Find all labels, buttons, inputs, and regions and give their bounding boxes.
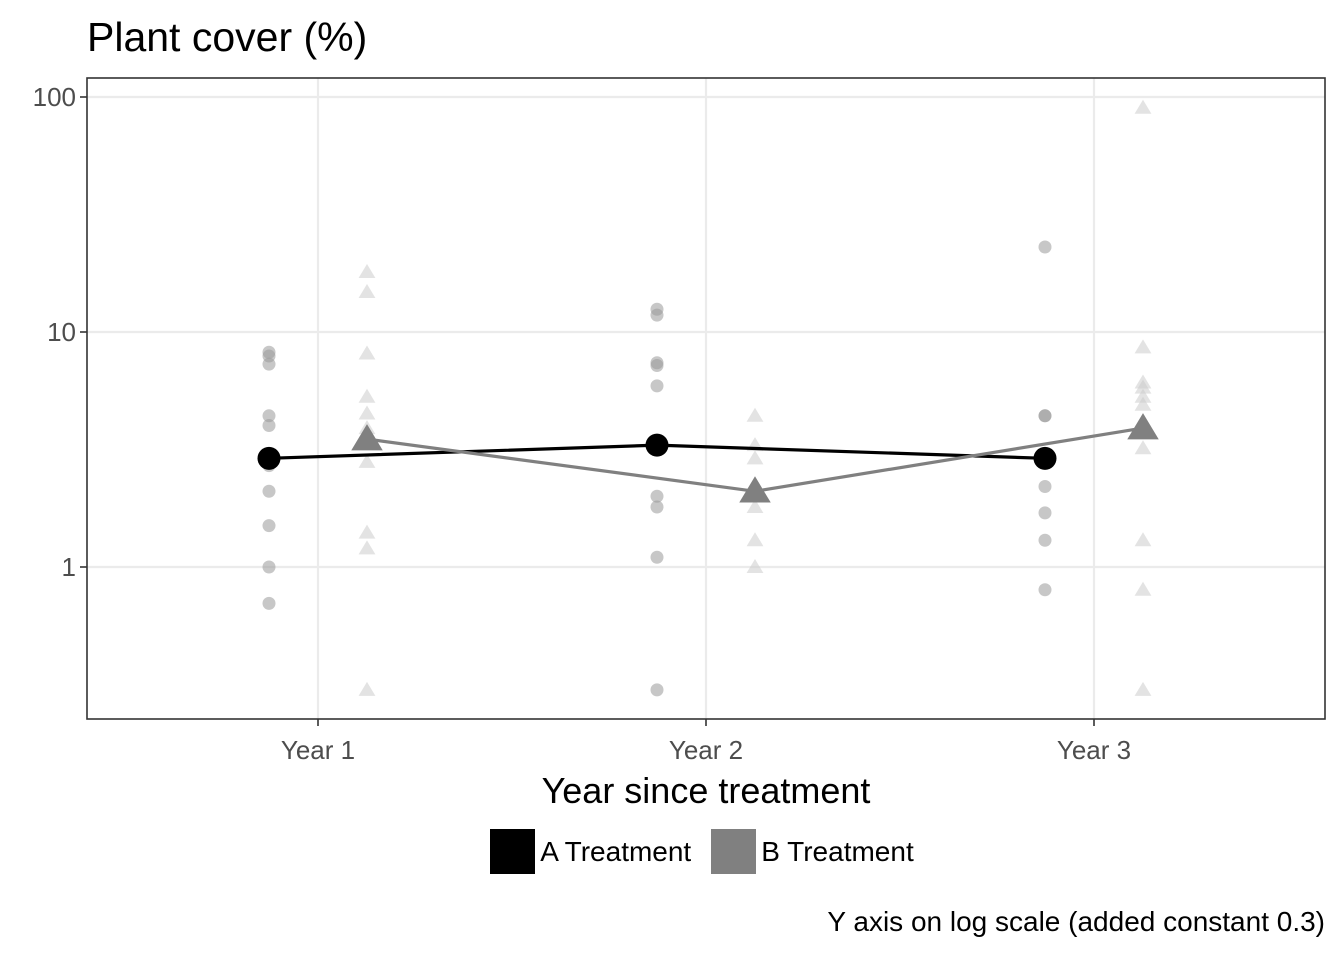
raw-point-a [262, 409, 276, 423]
raw-point-b [1134, 532, 1152, 547]
raw-point-b [1134, 379, 1152, 394]
raw-point-b [358, 524, 376, 539]
raw-point-a [1038, 240, 1052, 254]
legend-item-a: A Treatment [490, 829, 691, 874]
raw-point-a [262, 419, 276, 433]
mean-point-a [645, 433, 669, 457]
raw-point-a [1038, 480, 1052, 494]
raw-point-a [1038, 583, 1052, 597]
mean-point-b [1127, 413, 1159, 440]
raw-point-b [1134, 581, 1152, 596]
raw-point-b [358, 453, 376, 468]
raw-point-b [358, 345, 376, 360]
raw-point-b [746, 532, 764, 547]
x-axis-title: Year since treatment [541, 770, 871, 811]
raw-point-b [358, 540, 376, 555]
raw-point-b [746, 407, 764, 422]
raw-point-b [1134, 99, 1152, 114]
y-tick-label: 10 [47, 317, 76, 347]
caption: Y axis on log scale (added constant 0.3) [827, 906, 1325, 937]
raw-point-b [358, 681, 376, 696]
mean-markers [257, 413, 1159, 503]
raw-point-b [1134, 396, 1152, 411]
raw-point-a [650, 489, 664, 503]
raw-point-b [746, 559, 764, 573]
raw-point-b [1134, 440, 1152, 455]
raw-point-a [1038, 506, 1052, 520]
raw-point-b [358, 264, 376, 279]
raw-point-b [358, 283, 376, 298]
grid-lines [87, 78, 1325, 719]
mean-point-a [257, 446, 281, 470]
raw-point-a [650, 683, 664, 697]
x-tick-label: Year 3 [1057, 735, 1131, 765]
raw-point-a [262, 357, 276, 371]
raw-point-b [1134, 339, 1152, 354]
axes: 100 10 1 Year 1 Year 2 Year 3 [33, 82, 1132, 765]
raw-point-b [358, 388, 376, 403]
x-tick-label: Year 1 [281, 735, 355, 765]
legend-key-b [711, 829, 757, 874]
legend-label-b: B Treatment [761, 835, 914, 867]
raw-points [262, 99, 1152, 697]
raw-point-a [650, 308, 664, 322]
raw-point-b [1134, 388, 1152, 403]
legend-label-a: A Treatment [540, 835, 692, 867]
raw-point-a [650, 379, 664, 393]
y-tick-label: 1 [62, 552, 76, 582]
x-tick-label: Year 2 [669, 735, 743, 765]
raw-point-a [650, 359, 664, 373]
chart-title: Plant cover (%) [87, 14, 368, 60]
raw-point-a [1038, 409, 1052, 423]
mean-point-a [1033, 446, 1057, 470]
legend-key-a [490, 829, 536, 874]
raw-point-b [746, 450, 764, 465]
raw-point-a [1038, 533, 1052, 547]
mean-point-b [351, 424, 383, 451]
raw-point-a [262, 596, 276, 610]
raw-point-a [650, 550, 664, 564]
y-tick-label: 100 [33, 82, 76, 112]
raw-point-a [262, 484, 276, 498]
raw-point-a [262, 519, 276, 533]
raw-point-b [1134, 681, 1152, 696]
legend-item-b: B Treatment [711, 829, 914, 874]
raw-point-b [358, 405, 376, 420]
raw-point-b [746, 499, 764, 514]
legend: A Treatment B Treatment [0, 829, 1344, 874]
raw-point-a [650, 500, 664, 514]
raw-point-a [262, 560, 276, 574]
mean-point-b [739, 476, 771, 503]
